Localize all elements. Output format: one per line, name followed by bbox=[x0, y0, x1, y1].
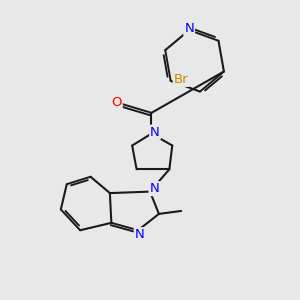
Text: N: N bbox=[150, 182, 159, 195]
Text: Br: Br bbox=[174, 73, 188, 86]
Text: O: O bbox=[111, 96, 122, 109]
Text: N: N bbox=[135, 228, 145, 241]
Text: N: N bbox=[150, 126, 160, 139]
Text: N: N bbox=[184, 22, 194, 35]
